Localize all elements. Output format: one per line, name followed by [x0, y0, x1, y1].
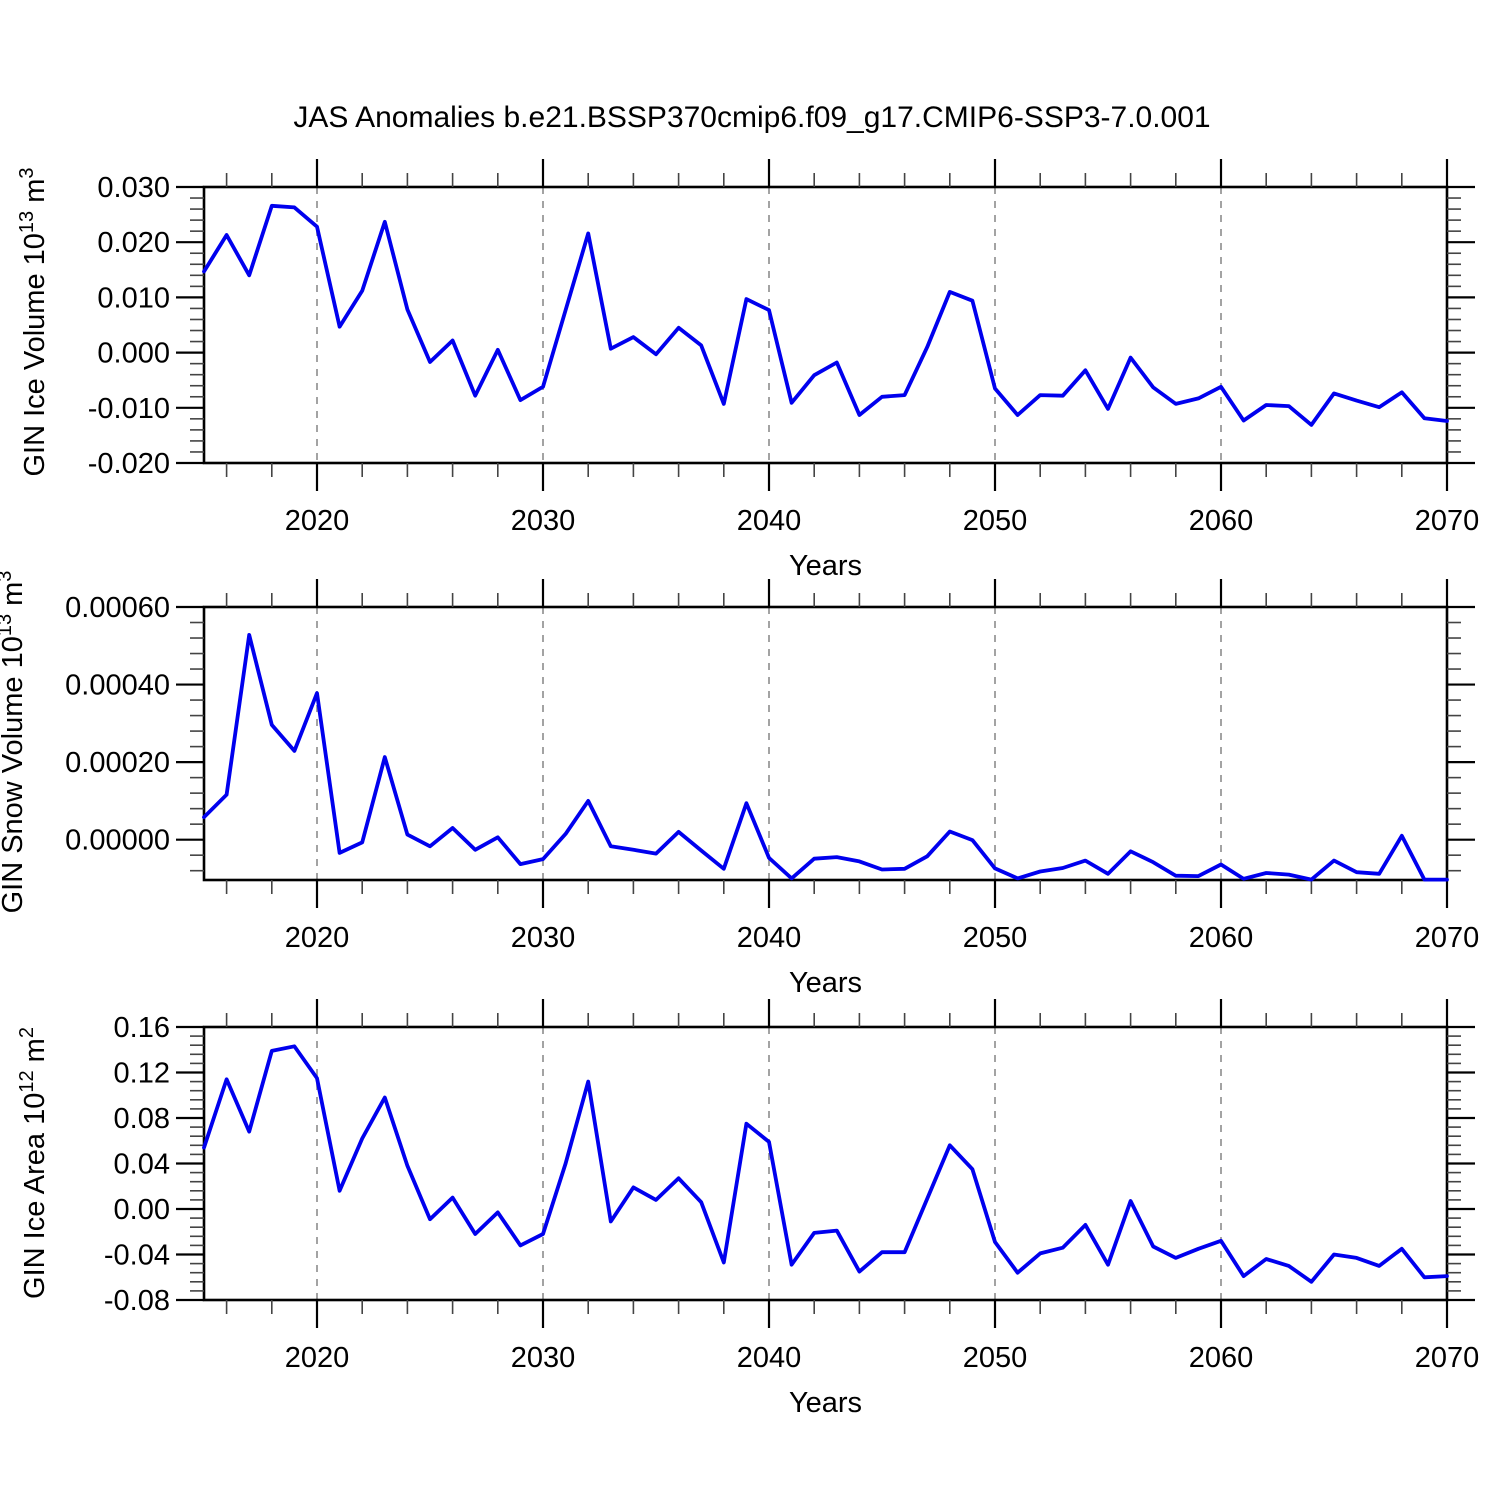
x-tick-label: 2050 — [963, 922, 1028, 954]
panel-3-frame — [202, 1025, 1449, 1302]
data-line-snow-volume — [202, 633, 1449, 882]
chart-title: JAS Anomalies b.e21.BSSP370cmip6.f09_g17… — [293, 101, 1211, 134]
x-tick-label: 2060 — [1189, 505, 1254, 537]
y-tick-label: 0.16 — [114, 1012, 170, 1044]
data-line-ice-area — [202, 1044, 1449, 1284]
panel-1-frame — [202, 185, 1449, 465]
x-tick-label: 2060 — [1189, 922, 1254, 954]
x-tick-label: 2050 — [963, 505, 1028, 537]
y-tick-label: 0.00040 — [65, 670, 170, 702]
data-line-ice-volume — [202, 203, 1449, 427]
y-tick-label: 0.00 — [114, 1194, 170, 1226]
y-tick-label: -0.020 — [88, 448, 170, 480]
y-tick-label: 0.010 — [97, 282, 170, 314]
x-tick-label: 2040 — [737, 505, 802, 537]
y-tick-label: 0.12 — [114, 1058, 170, 1090]
x-tick-label: 2030 — [511, 505, 576, 537]
x-tick-label: 2040 — [737, 1342, 802, 1374]
x-tick-label: 2020 — [285, 1342, 350, 1374]
x-tick-label: 2040 — [737, 922, 802, 954]
y-tick-label: -0.04 — [104, 1240, 170, 1272]
y-axis-title-snow-volume: GIN Snow Volume 1013 m3 — [0, 571, 29, 914]
y-axis-title-ice-volume: GIN Ice Volume 1013 m3 — [16, 168, 51, 477]
x-axis-title: Years — [789, 1387, 862, 1419]
y-tick-label: 0.00060 — [65, 592, 170, 624]
y-tick-label: -0.08 — [104, 1285, 170, 1317]
x-tick-label: 2070 — [1415, 505, 1480, 537]
x-tick-label: 2030 — [511, 922, 576, 954]
y-tick-label: 0.000 — [97, 338, 170, 370]
x-tick-label: 2060 — [1189, 1342, 1254, 1374]
x-tick-label: 2070 — [1415, 1342, 1480, 1374]
y-tick-label: 0.020 — [97, 227, 170, 259]
y-tick-label: 0.04 — [114, 1149, 170, 1181]
y-tick-label: 0.00000 — [65, 825, 170, 857]
panel-2-frame — [202, 605, 1449, 882]
y-tick-label: 0.08 — [114, 1103, 170, 1135]
y-tick-label: 0.030 — [97, 172, 170, 204]
y-tick-label: -0.010 — [88, 393, 170, 425]
x-tick-label: 2030 — [511, 1342, 576, 1374]
x-tick-label: 2050 — [963, 1342, 1028, 1374]
x-tick-label: 2070 — [1415, 922, 1480, 954]
x-axis-title: Years — [789, 550, 862, 582]
x-axis-title: Years — [789, 967, 862, 999]
y-tick-label: 0.00020 — [65, 747, 170, 779]
x-tick-label: 2020 — [285, 505, 350, 537]
y-axis-title-ice-area: GIN Ice Area 1012 m2 — [16, 1027, 51, 1299]
x-tick-label: 2020 — [285, 922, 350, 954]
